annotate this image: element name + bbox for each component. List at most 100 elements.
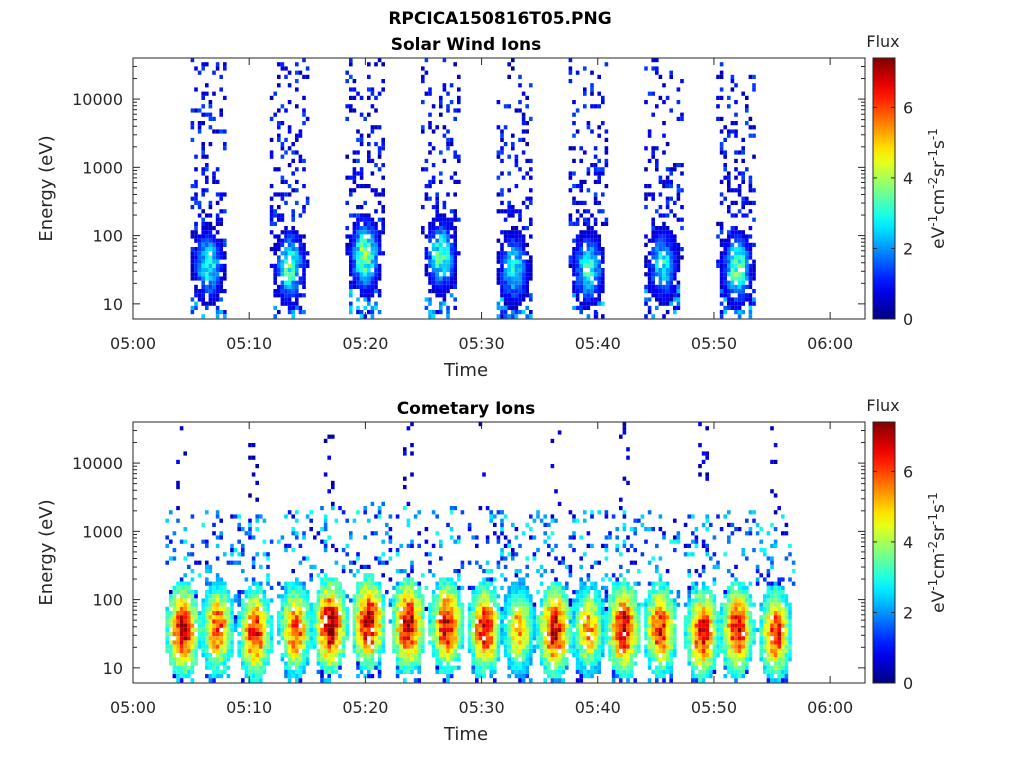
spectrogram-cell <box>183 581 187 586</box>
spectrogram-cell <box>287 510 292 515</box>
spectrogram-cell <box>323 644 328 649</box>
spectrogram-cell <box>590 674 594 679</box>
spectrogram-cell <box>478 606 483 611</box>
spectrogram-cell <box>302 95 306 100</box>
spectrogram-cell <box>489 653 493 658</box>
spectrogram-cell <box>313 535 317 540</box>
spectrogram-cell <box>428 615 432 620</box>
spectrogram-cell <box>262 657 267 662</box>
spectrogram-cell <box>226 619 231 624</box>
spectrogram-cell <box>327 665 331 670</box>
spectrogram-cell <box>251 665 256 670</box>
spectrogram-cell <box>349 268 353 273</box>
spectrogram-cell <box>269 230 274 235</box>
spectrogram-cell <box>341 590 346 595</box>
spectrogram-cell <box>514 280 519 285</box>
spectrogram-cell <box>280 594 285 599</box>
spectrogram-cell <box>442 133 447 138</box>
spectrogram-cell <box>208 263 213 268</box>
spectrogram-cell <box>187 602 191 607</box>
spectrogram-cell <box>673 305 677 310</box>
spectrogram-cell <box>586 221 591 226</box>
spectrogram-cell <box>208 284 213 289</box>
spectrogram-cell <box>176 678 180 683</box>
spectrogram-cell <box>514 648 519 653</box>
spectrogram-cell <box>251 636 256 641</box>
spectrogram-cell <box>665 179 670 184</box>
spectrogram-cell <box>305 661 310 666</box>
spectrogram-cell <box>676 87 681 92</box>
spectrogram-cell <box>457 636 461 641</box>
spectrogram-cell <box>572 196 576 201</box>
spectrogram-cell <box>669 179 673 184</box>
spectrogram-cell <box>172 531 177 536</box>
spectrogram-cell <box>539 632 544 637</box>
spectrogram-cell <box>615 665 619 670</box>
spectrogram-cell <box>521 310 526 315</box>
spectrogram-cell <box>561 648 565 653</box>
spectrogram-cell <box>665 259 670 264</box>
spectrogram-cell <box>201 280 205 285</box>
spectrogram-cell <box>460 627 465 632</box>
spectrogram-cell <box>554 627 558 632</box>
spectrogram-cell <box>352 644 357 649</box>
spectrogram-cell <box>370 314 375 319</box>
spectrogram-cell <box>518 648 522 653</box>
spectrogram-cell <box>273 242 277 247</box>
spectrogram-cell <box>737 284 742 289</box>
spectrogram-cell <box>291 251 295 256</box>
spectrogram-cell <box>500 615 504 620</box>
spectrogram-cell <box>550 602 555 607</box>
spectrogram-cell <box>169 556 173 561</box>
spectrogram-cell <box>471 535 475 540</box>
spectrogram-cell <box>327 623 331 628</box>
spectrogram-cell <box>284 669 288 674</box>
spectrogram-cell <box>172 615 177 620</box>
spectrogram-cell <box>359 644 364 649</box>
spectrogram-cell <box>277 581 281 586</box>
spectrogram-cell <box>215 535 220 540</box>
x-tick-label: 05:40 <box>575 334 621 353</box>
spectrogram-cell <box>734 133 738 138</box>
spectrogram-cell <box>568 623 573 628</box>
spectrogram-cell <box>367 280 371 285</box>
spectrogram-cell <box>356 217 360 222</box>
spectrogram-cell <box>201 619 205 624</box>
spectrogram-cell <box>219 238 223 243</box>
spectrogram-cell <box>543 644 547 649</box>
spectrogram-cell <box>673 272 677 277</box>
spectrogram-cell <box>727 188 731 193</box>
spectrogram-cell <box>493 514 497 519</box>
spectrogram-cell <box>262 590 267 595</box>
spectrogram-cells <box>165 422 796 683</box>
spectrogram-cell <box>374 226 378 231</box>
spectrogram-cell <box>176 598 180 603</box>
spectrogram-cell <box>583 272 587 277</box>
spectrogram-cell <box>341 627 346 632</box>
spectrogram-cell <box>352 276 357 281</box>
spectrogram-cell <box>331 623 335 628</box>
spectrogram-cell <box>298 238 303 243</box>
spectrogram-cell <box>557 602 562 607</box>
spectrogram-cell <box>543 623 547 628</box>
spectrogram-cell <box>604 636 609 641</box>
spectrogram-cell <box>345 247 349 252</box>
spectrogram-cell <box>287 590 292 595</box>
spectrogram-cell <box>194 627 198 632</box>
spectrogram-cell <box>554 585 558 590</box>
spectrogram-cell <box>403 619 407 624</box>
spectrogram-cell <box>655 247 659 252</box>
spectrogram-cell <box>359 648 364 653</box>
spectrogram-cell <box>435 213 439 218</box>
spectrogram-cell <box>284 674 288 679</box>
spectrogram-cell <box>644 284 648 289</box>
spectrogram-cell <box>291 585 295 590</box>
spectrogram-cell <box>669 242 673 247</box>
spectrogram-cell <box>442 648 447 653</box>
spectrogram-cell <box>572 112 576 117</box>
spectrogram-cell <box>313 627 317 632</box>
spectrogram-cell <box>367 581 371 586</box>
spectrogram-cell <box>259 674 263 679</box>
spectrogram-cell <box>428 226 432 231</box>
spectrogram-cell <box>370 657 375 662</box>
